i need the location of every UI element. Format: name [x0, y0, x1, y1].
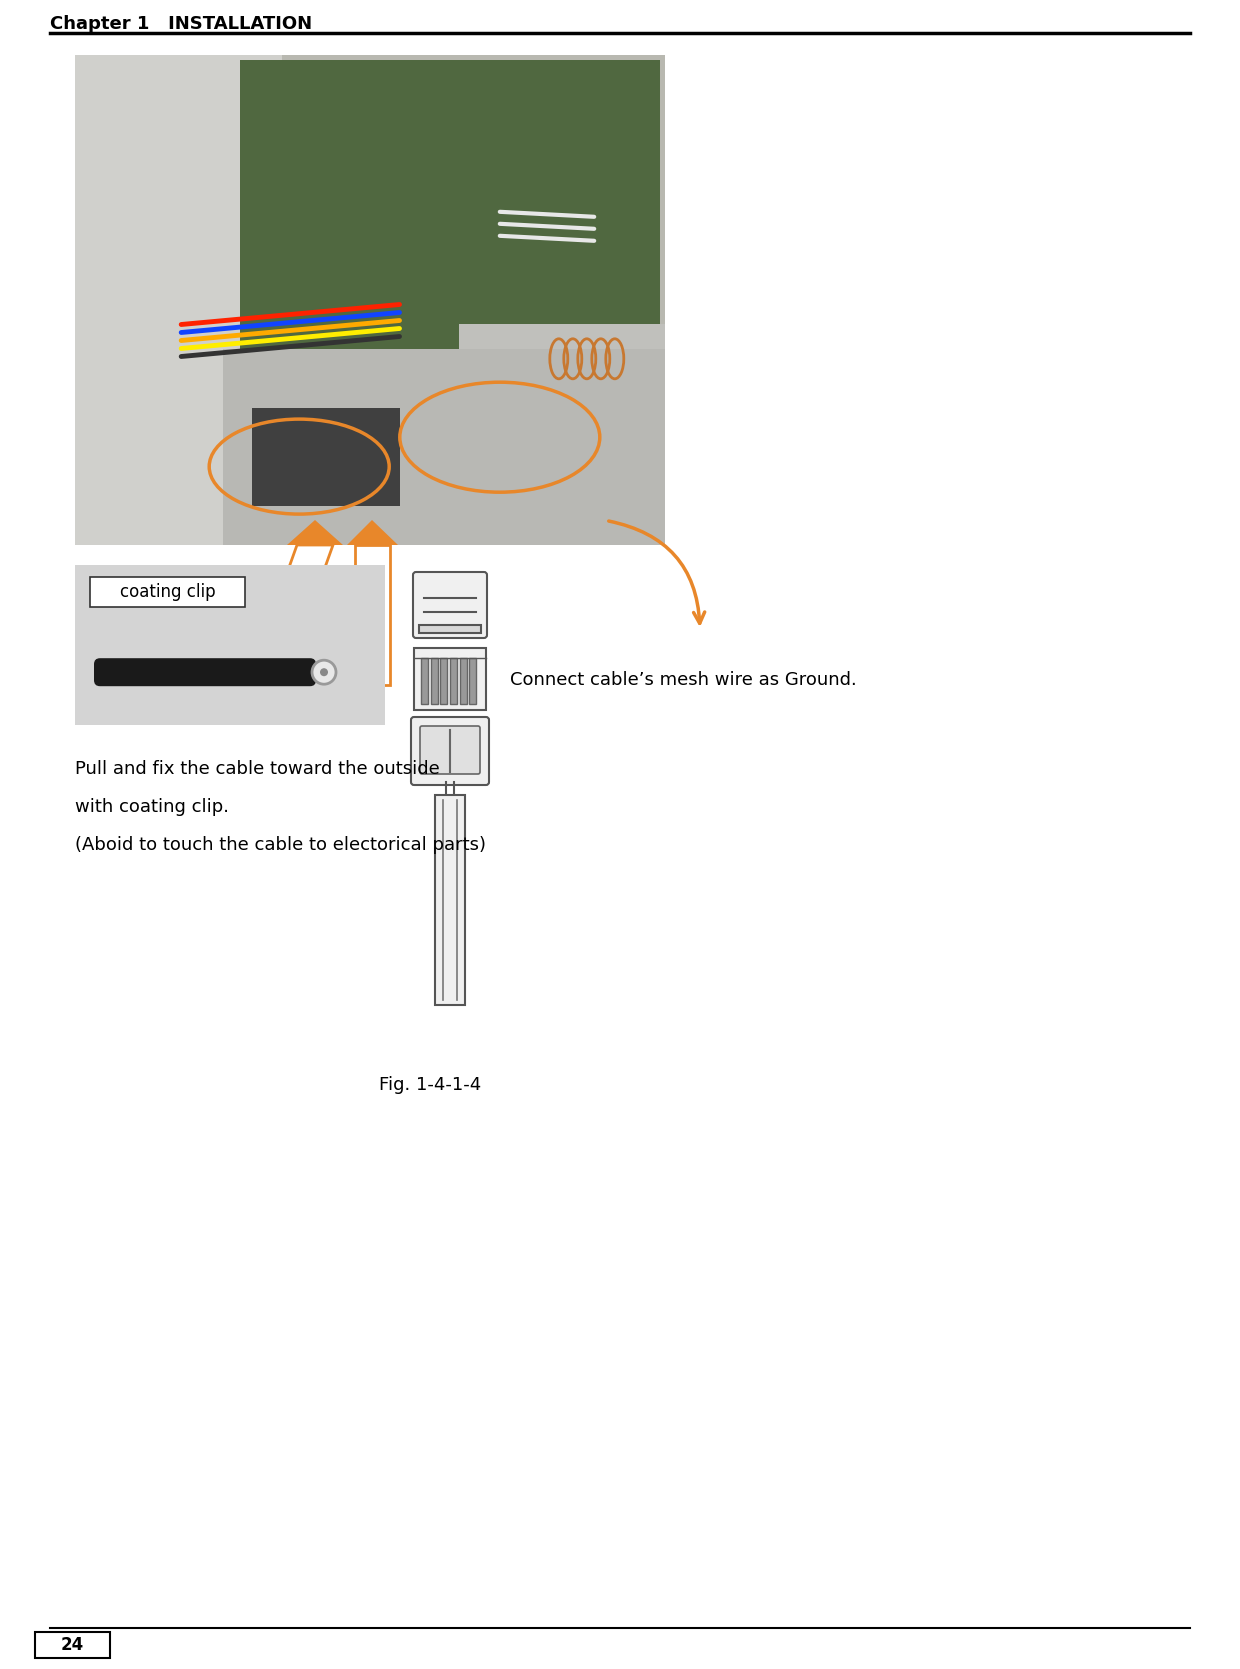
- Bar: [91, 577, 246, 608]
- Bar: [35, 1632, 110, 1657]
- FancyBboxPatch shape: [94, 658, 316, 686]
- Bar: [241, 60, 660, 379]
- Bar: [460, 658, 466, 704]
- Polygon shape: [247, 546, 334, 684]
- Text: Fig. 1-4-1-4: Fig. 1-4-1-4: [379, 1077, 481, 1093]
- Bar: [252, 407, 399, 506]
- Bar: [74, 55, 665, 546]
- Bar: [459, 324, 665, 546]
- Bar: [74, 566, 384, 724]
- Bar: [435, 794, 465, 1005]
- Text: coating clip: coating clip: [120, 582, 216, 601]
- Bar: [419, 624, 481, 633]
- FancyBboxPatch shape: [410, 718, 489, 784]
- Text: Connect cable’s mesh wire as Ground.: Connect cable’s mesh wire as Ground.: [510, 671, 857, 689]
- Bar: [414, 648, 486, 709]
- Text: Pull and fix the cable toward the outside: Pull and fix the cable toward the outsid…: [74, 759, 440, 778]
- Text: 24: 24: [61, 1636, 83, 1654]
- Circle shape: [312, 661, 336, 684]
- Text: (Aboid to touch the cable to electorical parts): (Aboid to touch the cable to electorical…: [74, 836, 486, 855]
- FancyBboxPatch shape: [420, 726, 480, 774]
- FancyBboxPatch shape: [413, 572, 487, 638]
- Polygon shape: [347, 521, 398, 546]
- Text: with coating clip.: with coating clip.: [74, 798, 229, 816]
- Bar: [469, 658, 476, 704]
- Bar: [222, 349, 665, 546]
- Bar: [440, 658, 448, 704]
- Bar: [422, 658, 428, 704]
- Bar: [450, 658, 458, 704]
- Polygon shape: [286, 521, 343, 546]
- Circle shape: [320, 668, 329, 676]
- Bar: [74, 55, 281, 546]
- Polygon shape: [355, 546, 391, 684]
- Bar: [430, 658, 438, 704]
- Text: Chapter 1   INSTALLATION: Chapter 1 INSTALLATION: [50, 15, 312, 33]
